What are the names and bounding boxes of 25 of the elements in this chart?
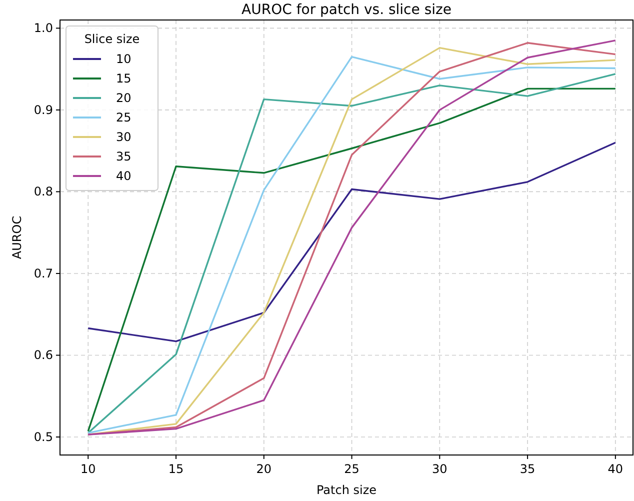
legend-label: 30 xyxy=(116,130,132,144)
legend-title: Slice size xyxy=(84,32,140,46)
y-tick-label: 0.8 xyxy=(34,184,53,199)
legend-label: 25 xyxy=(116,110,132,124)
y-tick-label: 0.5 xyxy=(34,430,53,444)
x-tick-label: 40 xyxy=(608,462,624,476)
y-tick-label: 0.9 xyxy=(34,102,53,117)
x-tick-label: 35 xyxy=(520,462,536,476)
x-tick-label: 25 xyxy=(344,462,360,476)
y-tick-label: 0.6 xyxy=(34,348,53,362)
legend-label: 20 xyxy=(116,91,132,105)
legend-label: 15 xyxy=(116,72,132,86)
x-tick-label: 10 xyxy=(80,462,96,476)
legend-label: 10 xyxy=(116,52,132,66)
legend-label: 35 xyxy=(116,150,132,164)
y-axis-title: AUROC xyxy=(10,216,24,260)
x-tick-label: 20 xyxy=(256,462,272,476)
x-tick-label: 15 xyxy=(168,462,184,476)
x-tick-label: 30 xyxy=(432,462,448,476)
legend-label: 40 xyxy=(116,169,132,183)
x-axis-title: Patch size xyxy=(316,483,377,497)
chart-title: AUROC for patch vs. slice size xyxy=(242,2,452,18)
line-series xyxy=(87,142,616,342)
y-tick-label: 1.0 xyxy=(34,21,53,36)
y-tick-label: 0.7 xyxy=(34,266,53,280)
